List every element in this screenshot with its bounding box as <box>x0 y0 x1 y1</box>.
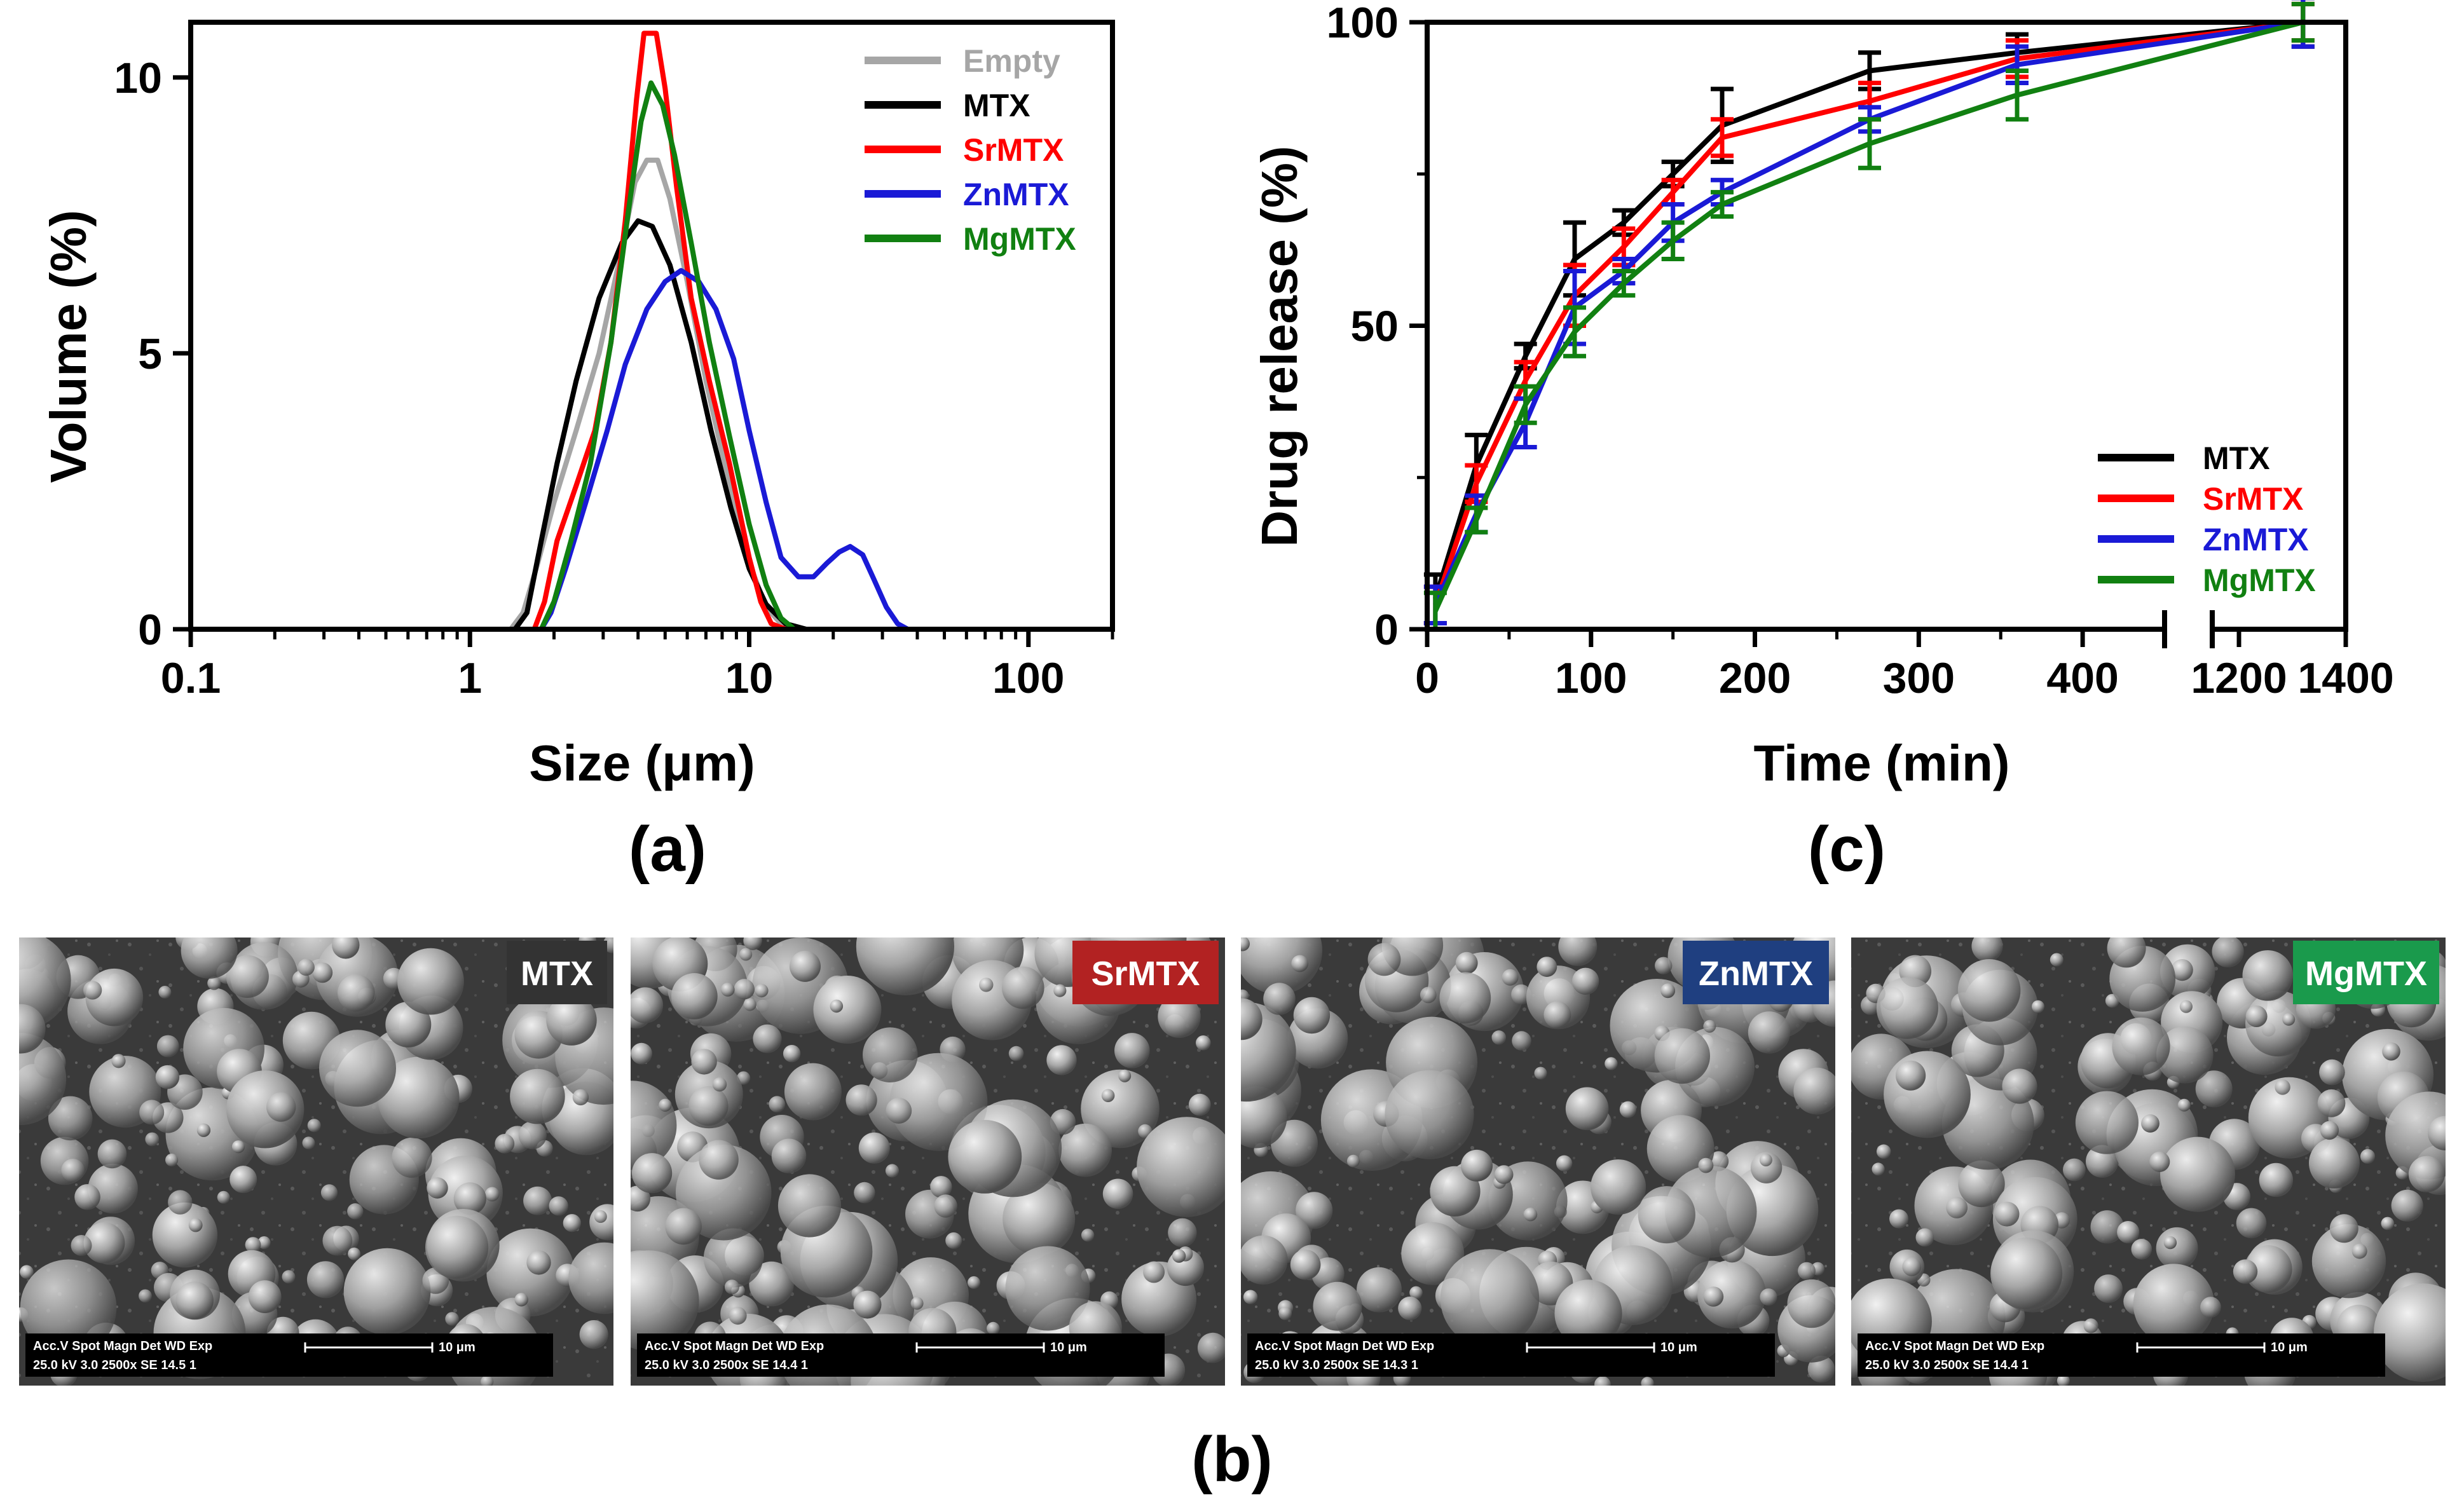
a-series-line-mtx <box>191 218 1112 632</box>
c-x-tick-label: 1400 <box>2297 654 2393 702</box>
c-x-tick-label: 200 <box>1719 654 1791 702</box>
c-x-tick-label: 0 <box>1415 654 1439 702</box>
sem-info-line-1: Acc.V Spot Magn Det WD Exp <box>645 1339 824 1353</box>
drug-release-chart: 0 100 200 300 400 1200 1400 0 50 100 Time (min) D… <box>1251 0 2394 885</box>
sem-label-tag <box>507 941 607 1004</box>
sem-particles <box>1851 938 2446 1386</box>
sem-scale-label: 10 μm <box>2271 1340 2308 1354</box>
c-y-tick-label: 50 <box>1350 303 1399 351</box>
sem-info-line-2: 25.0 kV 3.0 2500x SE 14.4 1 <box>1865 1358 2029 1372</box>
sem-label-text: MTX <box>521 955 593 993</box>
a-series-line-mgmtx <box>191 80 1112 632</box>
c-axis-break <box>2162 610 2215 648</box>
a-series-line-znmtx <box>191 268 1112 632</box>
c-legend-label: MTX <box>2203 440 2270 476</box>
c-error-bar-mgmtx <box>1514 384 1537 425</box>
a-x-tick-label: 100 <box>992 654 1064 702</box>
c-legend-label: MgMTX <box>2203 563 2316 598</box>
sem-label-tag <box>2293 941 2439 1004</box>
a-x-tick-label: 10 <box>725 654 774 702</box>
c-legend-label: SrMTX <box>2203 481 2303 517</box>
panel-label-b: (b) <box>1191 1424 1273 1495</box>
sem-scale-label: 10 μm <box>1660 1340 1697 1354</box>
sem-info-line-1: Acc.V Spot Magn Det WD Exp <box>33 1339 212 1353</box>
a-legend-label: Empty <box>963 43 1060 79</box>
c-series-line-mgmtx <box>1433 20 2304 613</box>
a-top-frame <box>188 20 1115 632</box>
c-x-tick-label: 400 <box>2046 654 2118 702</box>
c-y-axis-title: Drug release (%) <box>1251 146 1308 547</box>
a-legend-label: SrMTX <box>963 132 1064 168</box>
c-x-axis-title: Time (min) <box>1753 735 2009 791</box>
c-legend: MTX SrMTX ZnMTX MgMTX <box>2098 440 2316 598</box>
sem-label-tag <box>1072 941 1219 1004</box>
a-legend: Empty MTX SrMTX ZnMTX MgMTX <box>865 43 1076 257</box>
sem-label-text: SrMTX <box>1091 955 1200 993</box>
sem-image-mtx: MTX Acc.V Spot Magn Det WD Exp 25.0 kV 3.0… <box>19 938 613 1386</box>
c-x-tick-label: 100 <box>1555 654 1627 702</box>
sem-info-bar <box>1247 1333 1775 1377</box>
sem-image-row: MTX Acc.V Spot Magn Det WD Exp 25.0 kV 3.0… <box>19 938 2446 1386</box>
sem-info-bar <box>637 1333 1165 1377</box>
a-series-line-srmtx <box>191 31 1112 632</box>
panel-label-c: (c) <box>1808 814 1886 885</box>
sem-info-bar <box>25 1333 553 1377</box>
a-x-axis-title: Size (μm) <box>529 735 755 791</box>
sem-scale-label: 10 μm <box>1050 1340 1087 1354</box>
sem-info-line-2: 25.0 kV 3.0 2500x SE 14.3 1 <box>1255 1358 1418 1372</box>
c-top-frame <box>1425 20 2348 632</box>
c-x-tick-label: 1200 <box>2191 654 2287 702</box>
c-y-tick-label: 100 <box>1327 0 1399 47</box>
c-error-bar-mgmtx <box>1711 189 1734 219</box>
c-legend-label: ZnMTX <box>2203 522 2309 557</box>
sem-info-line-2: 25.0 kV 3.0 2500x SE 14.5 1 <box>33 1358 196 1372</box>
c-series-line-srmtx <box>1433 20 2304 606</box>
c-y-tick-label: 0 <box>1374 606 1399 654</box>
sem-label-text: ZnMTX <box>1699 955 1813 993</box>
sem-label-tag <box>1683 941 1829 1004</box>
sem-label-text: MgMTX <box>2305 955 2427 993</box>
a-y-tick-label: 5 <box>138 330 162 378</box>
a-y-tick-label: 10 <box>114 54 162 102</box>
panel-label-a: (a) <box>629 814 706 885</box>
c-error-bar-mgmtx <box>1858 117 1881 170</box>
c-error-bar-mgmtx <box>2006 68 2029 122</box>
c-error-bar-srmtx <box>1711 117 1734 158</box>
sem-image-mgmtx: MgMTX Acc.V Spot Magn Det WD Exp 25.0 kV 3… <box>1851 938 2446 1386</box>
a-legend-label: MTX <box>963 88 1030 123</box>
a-legend-label: ZnMTX <box>963 177 1069 212</box>
a-x-tick-label: 1 <box>458 654 482 702</box>
sem-image-srmtx: SrMTX Acc.V Spot Magn Det WD Exp 25.0 kV 3… <box>631 938 1225 1386</box>
sem-info-line-2: 25.0 kV 3.0 2500x SE 14.4 1 <box>645 1358 808 1372</box>
c-series-line-mtx <box>1433 20 2304 600</box>
sem-info-line-1: Acc.V Spot Magn Det WD Exp <box>1255 1339 1434 1353</box>
c-error-bar-mgmtx <box>1612 269 1636 298</box>
a-y-tick-label: 0 <box>138 606 162 654</box>
c-error-bar-mgmtx <box>1661 220 1685 261</box>
size-distribution-chart: 0.1 1 10 100 0 5 10 Size (μm) Volume (%) Empty… <box>40 20 1115 885</box>
sem-scale-label: 10 μm <box>439 1340 476 1354</box>
a-y-axis-title: Volume (%) <box>40 210 97 483</box>
c-x-tick-label: 300 <box>1883 654 1955 702</box>
sem-image-znmtx: ZnMTX Acc.V Spot Magn Det WD Exp 25.0 kV 3… <box>1241 938 1835 1386</box>
a-x-tick-label: 0.1 <box>161 654 221 702</box>
c-error-bar-mgmtx <box>1465 505 1488 535</box>
c-error-bar-mgmtx <box>1563 305 1586 358</box>
a-legend-label: MgMTX <box>963 221 1076 257</box>
sem-info-bar <box>1858 1333 2385 1377</box>
sem-info-line-1: Acc.V Spot Magn Det WD Exp <box>1865 1339 2044 1353</box>
sem-particles <box>1241 938 1835 1386</box>
